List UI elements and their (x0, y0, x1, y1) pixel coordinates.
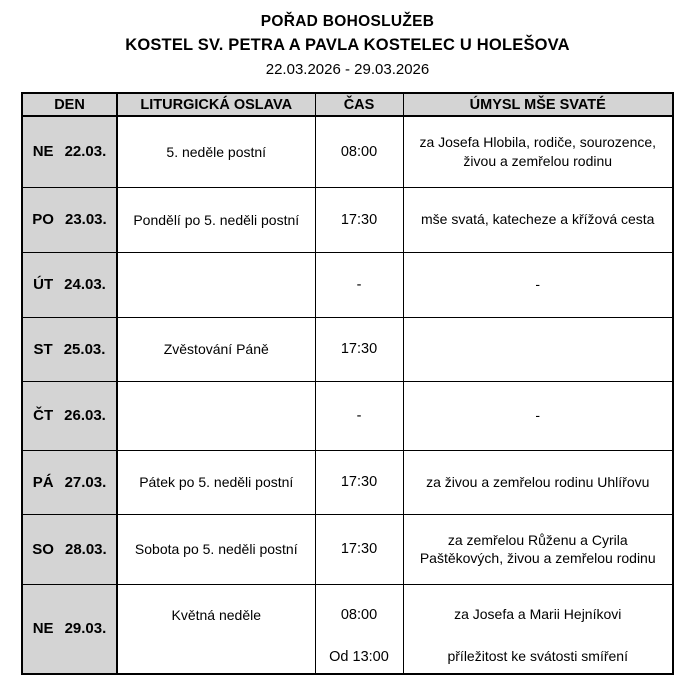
time-cell: - (314, 251, 404, 318)
intention-cell: za Josefa a Marii Hejníkovi příležitost … (402, 583, 674, 674)
time-cell: 08:00 (314, 115, 404, 188)
time-cell: 17:30 (314, 186, 404, 253)
intention-cell: - (402, 380, 674, 451)
column-header-time: ČAS (314, 92, 404, 117)
page-title: POŘAD BOHOSLUŽEB (260, 13, 435, 30)
day-date: 22.03. (64, 143, 107, 161)
time-second: Od 13:00 (329, 648, 389, 665)
day-abbr: NE (32, 620, 54, 637)
day-abbr: NE (32, 143, 54, 161)
celebration-cell: 5. neděle postní (116, 115, 316, 188)
day-date: 27.03. (64, 473, 107, 491)
table-row: PO 23.03. Pondělí po 5. neděli postní 17:… (21, 186, 674, 253)
day-cell: NE 29.03. (21, 583, 118, 674)
table-row: ČT 26.03. - - (21, 380, 674, 451)
time-cell: 17:30 (314, 449, 404, 515)
time-cell: 17:30 (314, 513, 404, 585)
table-row: SO 28.03. Sobota po 5. neděli postní 17:3… (21, 513, 674, 585)
day-cell: ČT 26.03. (21, 380, 118, 451)
celebration-cell: Květná neděle (116, 583, 316, 674)
intention-second: příležitost ke svátosti smíření (447, 648, 628, 665)
celebration-spacer (122, 643, 311, 671)
mass-schedule-table: DEN LITURGICKÁ OSLAVA ČAS ÚMYSL MŠE SVAT… (21, 92, 674, 675)
celebration-cell: Sobota po 5. neděli postní (116, 513, 316, 585)
day-cell: ÚT 24.03. (21, 251, 118, 318)
day-date: 29.03. (64, 620, 107, 637)
table-row: NE 29.03. Květná neděle 08:00 Od 13:00 za… (21, 583, 674, 674)
day-abbr: PÁ (32, 473, 54, 491)
day-abbr: PO (32, 211, 54, 228)
date-range: 22.03.2026 - 29.03.2026 (265, 61, 430, 78)
day-date: 24.03. (64, 276, 106, 293)
intention-cell: mše svatá, katecheze a křížová cesta (402, 186, 674, 253)
celebration-cell (116, 251, 316, 318)
celebration-cell: Zvěstování Páně (116, 316, 316, 382)
day-abbr: ČT (33, 407, 54, 424)
day-date: 23.03. (64, 211, 107, 228)
day-date: 25.03. (63, 340, 106, 358)
table-row: ST 25.03. Zvěstování Páně 17:30 (21, 316, 674, 382)
intention-cell (402, 316, 674, 382)
celebration-text: Květná neděle (171, 606, 262, 623)
celebration-cell: Pátek po 5. neděli postní (116, 449, 316, 515)
day-cell: ST 25.03. (21, 316, 118, 382)
intention-cell: za živou a zemřelou rodinu Uhlířovu (402, 449, 674, 515)
intention-cell: - (402, 251, 674, 318)
intention-cell: za zemřelou Růženu a Cyrila Paštěkových,… (402, 513, 674, 585)
column-header-day: DEN (21, 92, 118, 117)
day-cell: PÁ 27.03. (21, 449, 118, 515)
table-row: ÚT 24.03. - - (21, 251, 674, 318)
day-abbr: ST (33, 340, 53, 358)
day-abbr: ÚT (33, 276, 54, 293)
celebration-cell: Pondělí po 5. neděli postní (116, 186, 316, 253)
day-date: 28.03. (64, 540, 107, 558)
celebration-cell (116, 380, 316, 451)
time-cell: 17:30 (314, 316, 404, 382)
day-cell: PO 23.03. (21, 186, 118, 253)
intention-first: za Josefa a Marii Hejníkovi (454, 606, 622, 623)
time-cell: 08:00 Od 13:00 (314, 583, 404, 674)
table-row: PÁ 27.03. Pátek po 5. neděli postní 17:30… (21, 449, 674, 515)
day-date: 26.03. (64, 407, 106, 424)
intention-cell: za Josefa Hlobila, rodiče, sourozence, ž… (402, 115, 674, 188)
column-header-celebration: LITURGICKÁ OSLAVA (116, 92, 316, 117)
church-name: KOSTEL SV. PETRA A PAVLA KOSTELEC U HOLE… (125, 36, 570, 54)
table-header-row: DEN LITURGICKÁ OSLAVA ČAS ÚMYSL MŠE SVAT… (21, 92, 674, 117)
document-header: POŘAD BOHOSLUŽEB KOSTEL SV. PETRA A PAVL… (0, 13, 695, 78)
table-row: NE 22.03. 5. neděle postní 08:00 za Josef… (21, 115, 674, 188)
day-cell: NE 22.03. (21, 115, 118, 188)
day-abbr: SO (32, 540, 54, 558)
time-cell: - (314, 380, 404, 451)
column-header-intention: ÚMYSL MŠE SVATÉ (402, 92, 674, 117)
time-first: 08:00 (340, 606, 378, 623)
day-cell: SO 28.03. (21, 513, 118, 585)
